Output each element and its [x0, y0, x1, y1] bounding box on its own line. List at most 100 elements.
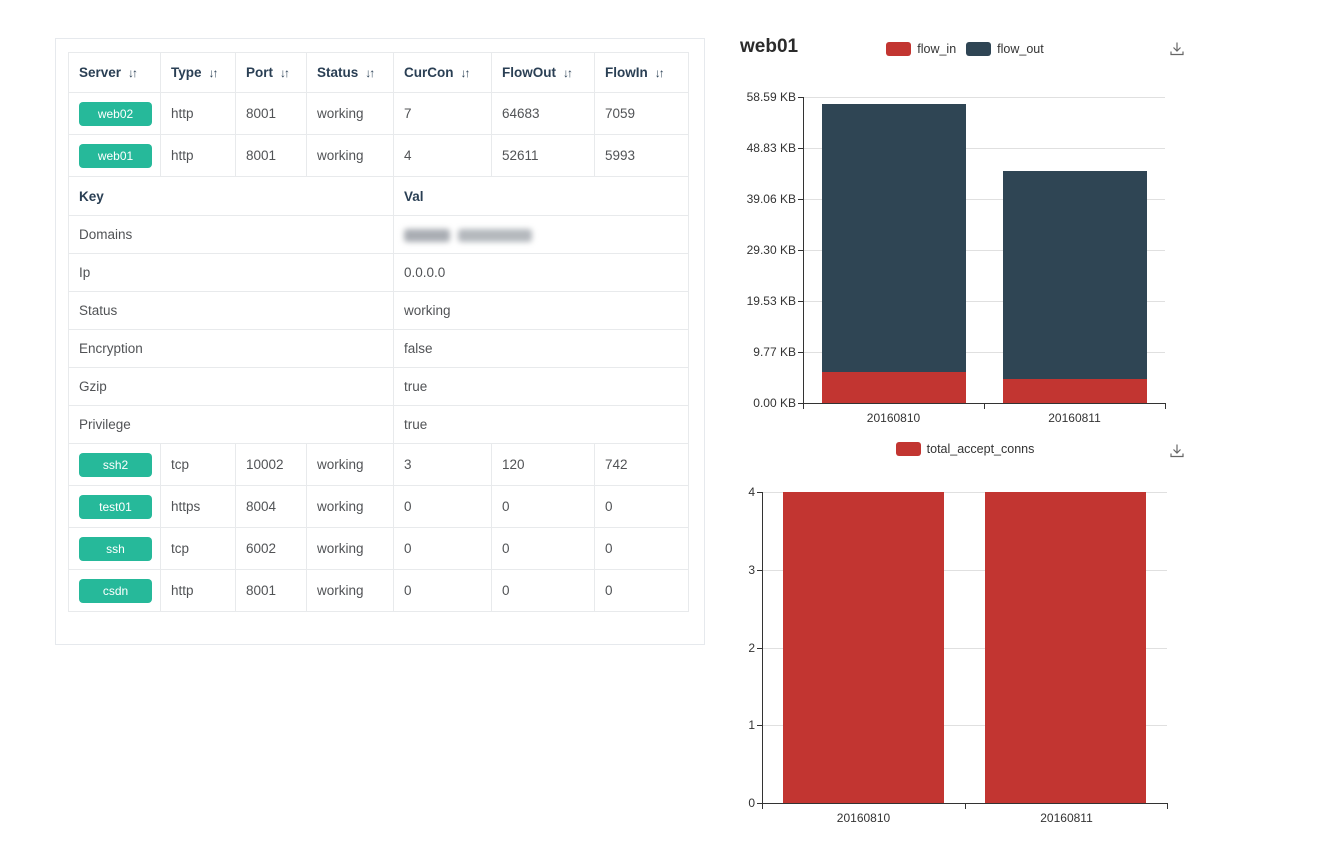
- column-header[interactable]: FlowOut ↓↑: [491, 52, 595, 93]
- x-axis-label: 20160811: [1048, 411, 1101, 425]
- cell-flowin: 0: [594, 569, 689, 612]
- server-badge[interactable]: ssh2: [79, 452, 152, 477]
- y-axis-label: 39.06 KB: [746, 192, 796, 206]
- column-header[interactable]: Type ↓↑: [160, 52, 236, 93]
- sort-icon[interactable]: ↓↑: [280, 66, 290, 80]
- kv-value: working: [393, 291, 689, 330]
- conns-chart-legend: total_accept_conns: [730, 442, 1200, 456]
- cell-flowout: 64683: [491, 92, 595, 135]
- sort-icon[interactable]: ↓↑: [654, 66, 665, 80]
- kv-row: Domains: [68, 215, 689, 254]
- x-axis-tick: [965, 803, 966, 809]
- sort-icon[interactable]: ↓↑: [460, 66, 471, 80]
- cell-flowout: 0: [491, 569, 595, 612]
- cell-type: tcp: [160, 527, 236, 570]
- bar-total_accept_conns-20160811[interactable]: [985, 492, 1146, 803]
- server-detail-panel: Server ↓↑ Type ↓↑ Port ↓↑ Status ↓↑ CurCon ↓↑…: [55, 38, 705, 645]
- kv-rows: Domains Ip 0.0.0.0 Status working Encryp…: [68, 215, 689, 444]
- y-gridline: [803, 97, 1165, 98]
- kv-key-header: Key: [68, 176, 394, 216]
- sort-icon[interactable]: ↓↑: [128, 66, 138, 80]
- server-badge[interactable]: web01: [79, 143, 152, 168]
- kv-key: Ip: [68, 253, 394, 292]
- server-badge[interactable]: web02: [79, 101, 152, 126]
- y-axis-tick: [798, 199, 803, 200]
- table-row: web01 http 8001 working 4 52611 5993: [68, 134, 689, 177]
- server-rows-top: web02 http 8001 working 7 64683 7059 web…: [68, 92, 689, 177]
- cell-server: web01: [68, 134, 161, 177]
- cell-port: 8001: [235, 134, 307, 177]
- kv-row: Encryption false: [68, 329, 689, 368]
- server-badge[interactable]: csdn: [79, 578, 152, 603]
- column-header[interactable]: FlowIn ↓↑: [594, 52, 689, 93]
- cell-curcon: 3: [393, 443, 492, 486]
- kv-key: Status: [68, 291, 394, 330]
- cell-type: http: [160, 92, 236, 135]
- cell-type: https: [160, 485, 236, 528]
- sort-icon[interactable]: ↓↑: [208, 66, 219, 80]
- column-header[interactable]: Server ↓↑: [68, 52, 161, 93]
- sort-icon[interactable]: ↓↑: [563, 66, 573, 80]
- column-header[interactable]: Status ↓↑: [306, 52, 394, 93]
- conns-chart: total_accept_conns 0 1 2 3 4 20160810 20160811: [730, 430, 1200, 840]
- y-axis-label: 29.30 KB: [746, 243, 796, 257]
- x-axis-tick: [1167, 803, 1168, 809]
- y-axis-label: 1: [748, 718, 755, 732]
- y-axis-label: 0.00 KB: [753, 396, 796, 410]
- y-axis-tick: [757, 570, 762, 571]
- cell-flowin: 7059: [594, 92, 689, 135]
- y-axis-tick: [798, 352, 803, 353]
- cell-curcon: 0: [393, 485, 492, 528]
- bar-flow_out-20160810[interactable]: [822, 104, 966, 373]
- sort-icon[interactable]: ↓↑: [365, 66, 375, 80]
- column-header[interactable]: Port ↓↑: [235, 52, 307, 93]
- table-row: test01 https 8004 working 0 0 0: [68, 485, 689, 528]
- x-axis-label: 20160810: [836, 811, 891, 825]
- bar-flow_in-20160811[interactable]: [1003, 379, 1147, 403]
- y-gridline: [803, 352, 1165, 353]
- cell-status: working: [306, 569, 394, 612]
- legend-item-total_accept_conns[interactable]: total_accept_conns: [895, 442, 1034, 456]
- y-gridline: [803, 199, 1165, 200]
- y-axis-tick: [757, 492, 762, 493]
- kv-value: true: [393, 367, 689, 406]
- y-axis-tick: [757, 803, 762, 804]
- table-row: csdn http 8001 working 0 0 0: [68, 569, 689, 612]
- y-axis-tick: [757, 648, 762, 649]
- y-gridline: [803, 250, 1165, 251]
- table-row: ssh tcp 6002 working 0 0 0: [68, 527, 689, 570]
- kv-row: Gzip true: [68, 367, 689, 406]
- cell-server: test01: [68, 485, 161, 528]
- kv-value: 0.0.0.0: [393, 253, 689, 292]
- column-header[interactable]: CurCon ↓↑: [393, 52, 492, 93]
- y-gridline: [762, 648, 1167, 649]
- y-axis-line: [803, 97, 804, 404]
- download-icon[interactable]: [1168, 40, 1186, 58]
- y-gridline: [803, 301, 1165, 302]
- cell-port: 6002: [235, 527, 307, 570]
- legend-swatch: [895, 442, 921, 456]
- download-icon[interactable]: [1168, 442, 1186, 460]
- y-axis-label: 48.83 KB: [746, 141, 796, 155]
- server-badge[interactable]: test01: [79, 494, 152, 519]
- x-axis-tick: [803, 403, 804, 409]
- y-gridline: [762, 492, 1167, 493]
- cell-flowin: 0: [594, 485, 689, 528]
- cell-server: ssh2: [68, 443, 161, 486]
- cell-type: tcp: [160, 443, 236, 486]
- bar-flow_out-20160811[interactable]: [1003, 171, 1147, 380]
- cell-server: csdn: [68, 569, 161, 612]
- kv-row: Ip 0.0.0.0: [68, 253, 689, 292]
- cell-status: working: [306, 485, 394, 528]
- flow-chart-legend: flow_in flow_out: [730, 42, 1200, 56]
- y-axis-label: 4: [748, 485, 755, 499]
- bar-flow_in-20160810[interactable]: [822, 372, 966, 403]
- legend-item-flow_in[interactable]: flow_in: [886, 42, 956, 56]
- cell-flowout: 52611: [491, 134, 595, 177]
- cell-type: http: [160, 134, 236, 177]
- legend-item-flow_out[interactable]: flow_out: [966, 42, 1044, 56]
- bar-total_accept_conns-20160810[interactable]: [783, 492, 944, 803]
- y-axis-label: 19.53 KB: [746, 294, 796, 308]
- server-badge[interactable]: ssh: [79, 536, 152, 561]
- y-axis-tick: [798, 301, 803, 302]
